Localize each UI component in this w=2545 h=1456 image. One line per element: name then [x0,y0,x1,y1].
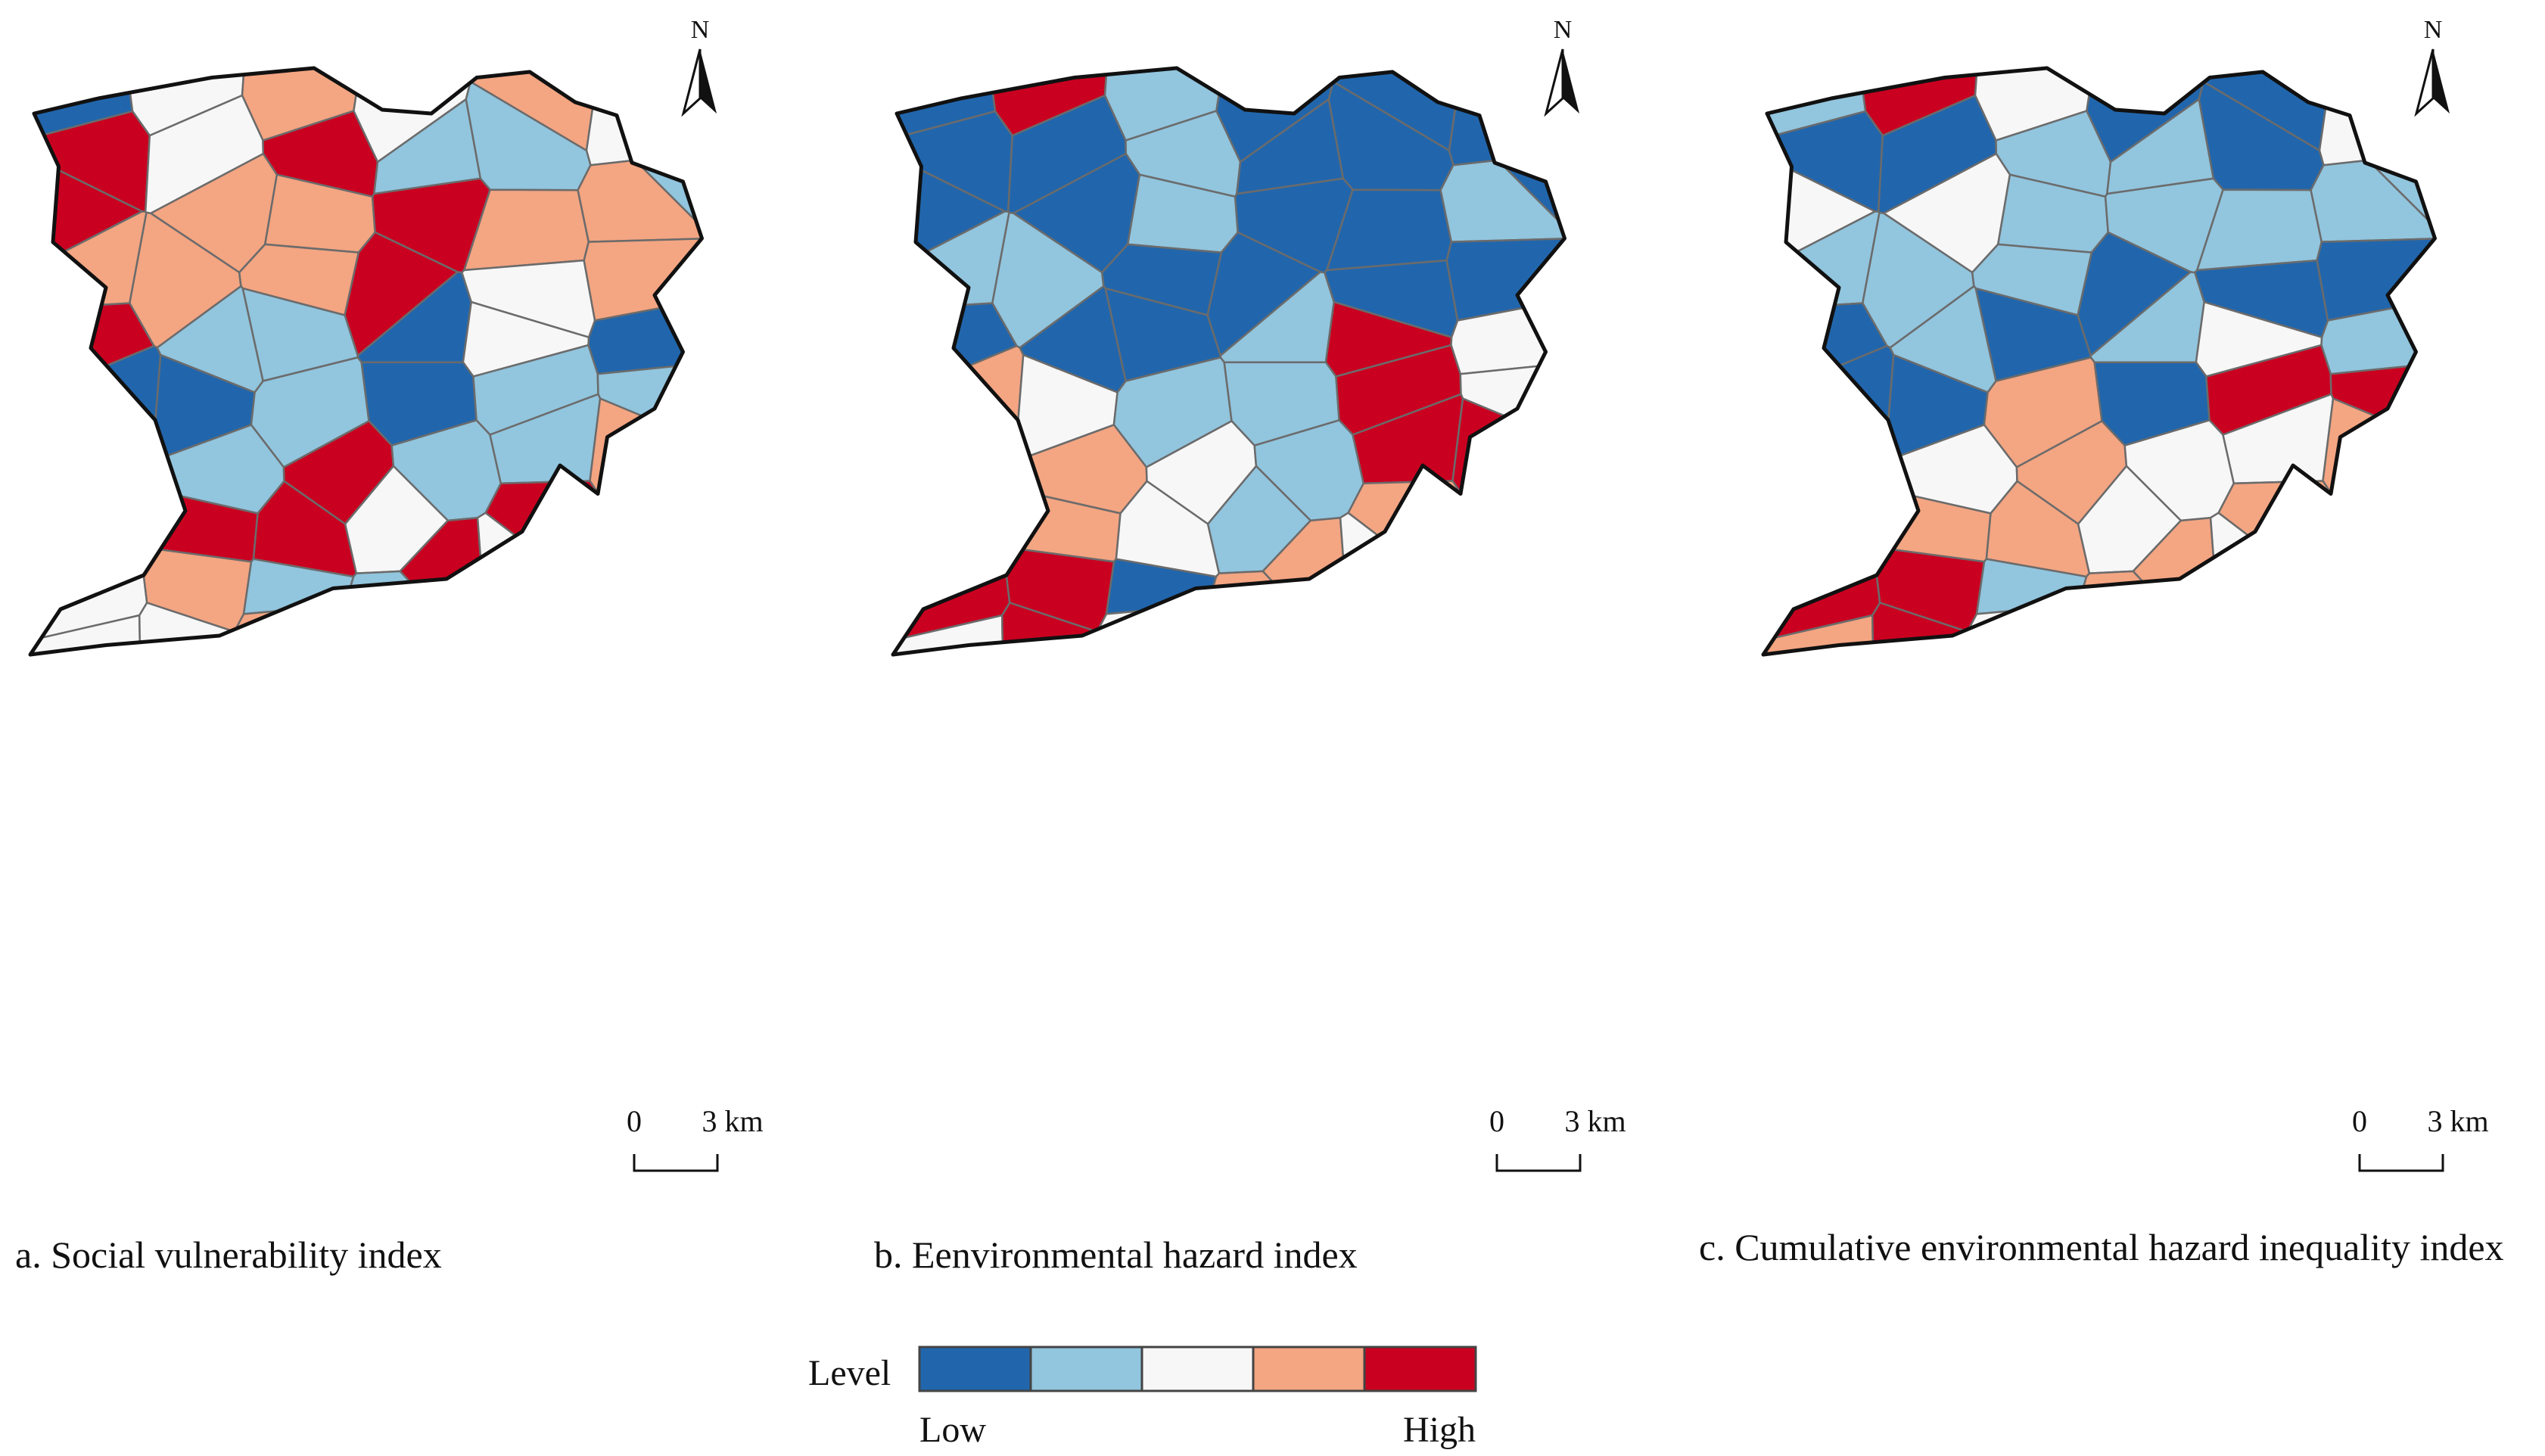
panel-c-regions [1763,68,2435,655]
map-region [344,570,471,655]
map-region [1448,68,1565,166]
panel-social-vulnerability [11,49,730,692]
scale-bar-c: 0 3 km [2352,1104,2489,1172]
map-region [1966,604,2080,655]
map-region [1439,159,1565,243]
legend-swatches [918,1346,1477,1392]
map-region [1459,507,1565,627]
panel-cumulative-inequality [1744,49,2463,692]
caption-c: c. Cumulative environmental hazard inequ… [1699,1226,2504,1268]
panel-environmental-hazard [874,49,1593,692]
panel-a-regions [30,68,702,655]
panel-b-outline [893,68,1565,655]
map-region [1469,596,1565,655]
map-region [585,68,702,166]
map-region [589,397,702,514]
map-region [1763,390,1883,502]
scale-bar-b: 0 3 km [1489,1104,1626,1172]
map-region [1436,490,1565,608]
map-region [2192,590,2354,655]
scale-zero: 0 [1489,1104,1504,1138]
scale-distance: 3 km [2427,1104,2488,1138]
map-region [1096,604,1210,655]
north-label: N [691,16,710,44]
map-region [1451,397,1565,514]
legend-low-label: Low [919,1410,986,1450]
map-region [573,490,702,608]
north-label: N [2424,16,2443,44]
map-region [1322,590,1484,655]
legend-title: Level [808,1353,891,1393]
scale-zero: 0 [2352,1104,2367,1138]
north-arrow-icon [1563,49,1579,114]
map-region [233,604,347,655]
map-region [2339,596,2435,655]
panel-a-outline [30,68,702,655]
scale-zero: 0 [627,1104,642,1138]
map-region [30,390,150,502]
north-arrow-b: N [1544,16,1579,117]
map-region [1206,570,1334,655]
map-region [1763,489,1877,572]
legend-swatch-level-3 [1140,1346,1255,1392]
scale-bar-a: 0 3 km [627,1104,764,1172]
caption-a: a. Social vulnerability index [15,1234,442,1276]
north-label: N [1554,16,1573,44]
legend-swatch-level-5 [1363,1346,1477,1392]
north-arrow-a: N [681,16,717,117]
map-region [2329,507,2435,627]
north-arrow-icon [700,49,717,114]
map-region [2310,159,2435,243]
map-region [476,512,578,630]
map-region [2322,397,2435,514]
map-region [2209,512,2311,630]
legend-high-label: High [1403,1410,1476,1450]
map-region [893,390,1013,502]
scale-distance: 3 km [702,1104,763,1138]
north-arrow-c: N [2414,16,2450,117]
map-region [2306,490,2435,608]
legend-swatch-level-2 [1029,1346,1143,1392]
map-region [577,159,702,243]
caption-b: b. Eenvironmental hazard index [874,1234,1358,1276]
north-arrow-icon [2433,49,2450,114]
map-region [606,596,702,655]
map-region [30,489,144,572]
legend: Level Low High [808,1346,1477,1450]
legend-swatch-level-4 [1252,1346,1366,1392]
panel-b-regions [893,68,1565,655]
scale-distance: 3 km [1564,1104,1626,1138]
legend-frame [918,1346,1477,1392]
legend-swatch-level-1 [918,1346,1032,1392]
panel-c-outline [1763,68,2435,655]
map-region [459,590,621,655]
map-region [2077,570,2204,655]
map-region [893,489,1006,572]
map-region [596,507,702,627]
map-region [2318,68,2435,166]
map-region [1339,512,1441,630]
